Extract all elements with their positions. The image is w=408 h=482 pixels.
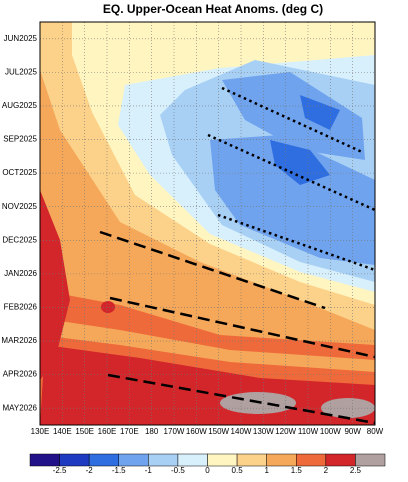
y-tick-label: JAN2026 [4, 269, 37, 278]
colorbar-swatch [29, 453, 60, 467]
x-tick-label: 80W [367, 427, 384, 436]
x-tick-label: 130W [253, 427, 274, 436]
y-tick-label: MAY2026 [2, 403, 37, 412]
dashed-line [99, 230, 326, 310]
colorbar-label: -1 [145, 466, 153, 475]
colorbar-label: 2.5 [350, 466, 362, 475]
dotted-line [221, 86, 363, 154]
colorbar-label: -2 [86, 466, 94, 475]
dashed-line [107, 373, 376, 425]
y-tick-label: OCT2025 [2, 168, 37, 177]
dotted-line [207, 133, 376, 212]
y-tick-label: APR2026 [3, 370, 38, 379]
y-tick-label: SEP2025 [3, 135, 37, 144]
colorbar-label: 0.5 [232, 466, 244, 475]
colorbar-label: 2 [324, 466, 329, 475]
contour-region [101, 301, 115, 313]
colorbar-label: -0.5 [171, 466, 185, 475]
contour-region [222, 72, 365, 160]
x-tick-label: 170E [120, 427, 139, 436]
y-tick-label: JUN2025 [4, 34, 38, 43]
x-tick-label: 110W [298, 427, 319, 436]
x-tick-label: 120W [275, 427, 296, 436]
colorbar-label: 1 [264, 466, 269, 475]
contour-region [210, 135, 375, 265]
colorbar-swatch [296, 453, 327, 467]
colorbar-swatch [59, 453, 90, 467]
contour-region [321, 398, 375, 418]
contour-region [300, 95, 340, 130]
x-tick-label: 150E [75, 427, 94, 436]
colorbar-swatch [325, 453, 356, 467]
colorbar-label: 1.5 [291, 466, 303, 475]
colorbar-swatch [177, 453, 208, 467]
colorbar-swatch [266, 453, 297, 467]
chart-title: EQ. Upper-Ocean Heat Anoms. (deg C) [103, 2, 323, 16]
x-tick-label: 160W [186, 427, 207, 436]
x-tick-label: 90W [344, 427, 361, 436]
colorbar-label: -1.5 [112, 466, 126, 475]
colorbar-label: -2.5 [53, 466, 67, 475]
x-tick-label: 130E [31, 427, 50, 436]
contour-region [40, 318, 375, 372]
colorbar-swatch [118, 453, 149, 467]
colorbar-swatch [236, 453, 267, 467]
y-tick-label: FEB2026 [4, 303, 38, 312]
x-tick-label: 180 [145, 427, 159, 436]
contour-region [270, 140, 330, 185]
x-tick-label: 150W [208, 427, 229, 436]
dotted-line [217, 213, 376, 272]
colorbar-swatch [207, 453, 238, 467]
colorbar-swatch [148, 453, 179, 467]
annotation-lines [99, 86, 376, 425]
contour-field [40, 22, 375, 425]
y-tick-label: MAR2026 [1, 336, 37, 345]
y-tick-label: AUG2025 [2, 101, 38, 110]
y-tick-label: JUL2025 [5, 67, 38, 76]
x-tick-label: 160E [98, 427, 117, 436]
x-tick-label: 170W [164, 427, 185, 436]
colorbar-label: 0 [205, 466, 210, 475]
x-tick-label: 140W [231, 427, 252, 436]
x-tick-label: 100W [320, 427, 341, 436]
plot-frame [39, 21, 376, 426]
x-tick-label: 140E [53, 427, 72, 436]
y-tick-label: NOV2025 [2, 202, 38, 211]
dashed-line [109, 296, 376, 359]
contour-region [40, 190, 70, 380]
y-tick-label: DEC2025 [2, 235, 37, 244]
colorbar-swatch [88, 453, 119, 467]
colorbar-swatch [355, 453, 386, 467]
